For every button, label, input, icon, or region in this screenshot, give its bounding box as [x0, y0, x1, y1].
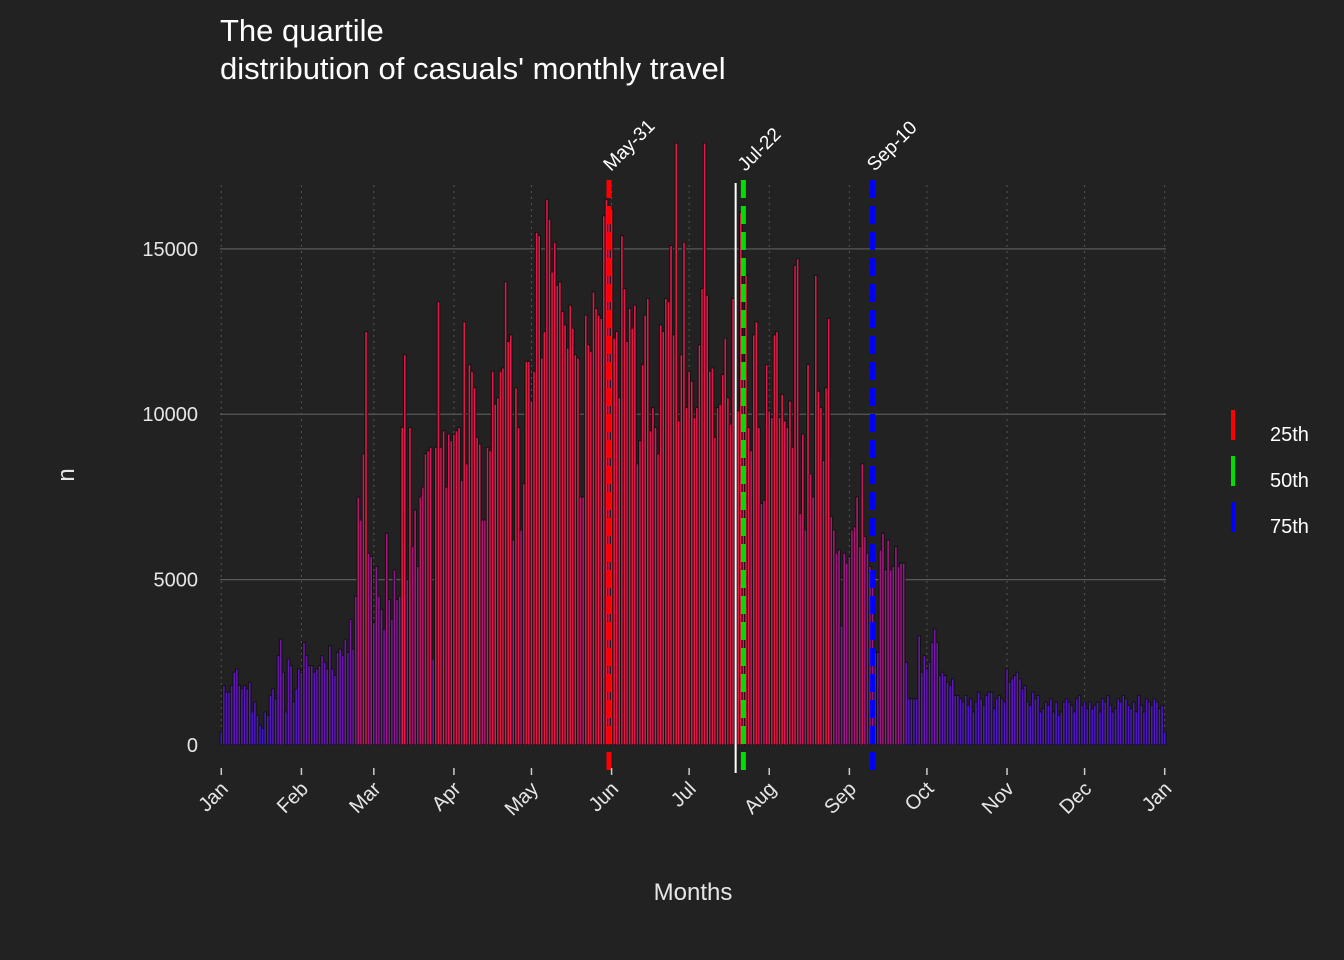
- legend-key-50th: [1231, 456, 1235, 486]
- y-tick-label-1: 5000: [154, 570, 199, 592]
- x-axis-title: Months: [654, 879, 733, 906]
- histogram-bars: [219, 142, 1167, 746]
- bar-day-57: [364, 331, 368, 746]
- chart-title-line-1: The quartile: [220, 13, 384, 48]
- legend-key-25th: [1231, 410, 1235, 440]
- bar-day-72: [403, 354, 407, 746]
- y-tick-label-2: 10000: [142, 404, 198, 426]
- bar-day-365: [1160, 704, 1164, 746]
- chart-title-line-2: distribution of casuals' monthly travel: [220, 51, 726, 86]
- y-tick-label-3: 15000: [142, 239, 198, 261]
- bar-day-25: [281, 671, 286, 746]
- bar-day-224: [795, 258, 800, 746]
- y-axis-ticks: 0 5000 10000 15000: [142, 239, 198, 757]
- y-tick-label-0: 0: [187, 735, 198, 757]
- bar-day-265: [901, 562, 906, 746]
- bar-day-82: [428, 446, 433, 746]
- quartile-legend: 25th 50th 75th: [1231, 410, 1309, 538]
- legend-key-75th: [1231, 502, 1235, 532]
- legend-label-75th: 75th: [1270, 516, 1309, 538]
- y-axis-title: n: [53, 468, 80, 481]
- legend-label-25th: 25th: [1270, 424, 1309, 446]
- bar-day-366: [1162, 731, 1167, 746]
- legend-label-50th: 50th: [1270, 470, 1309, 492]
